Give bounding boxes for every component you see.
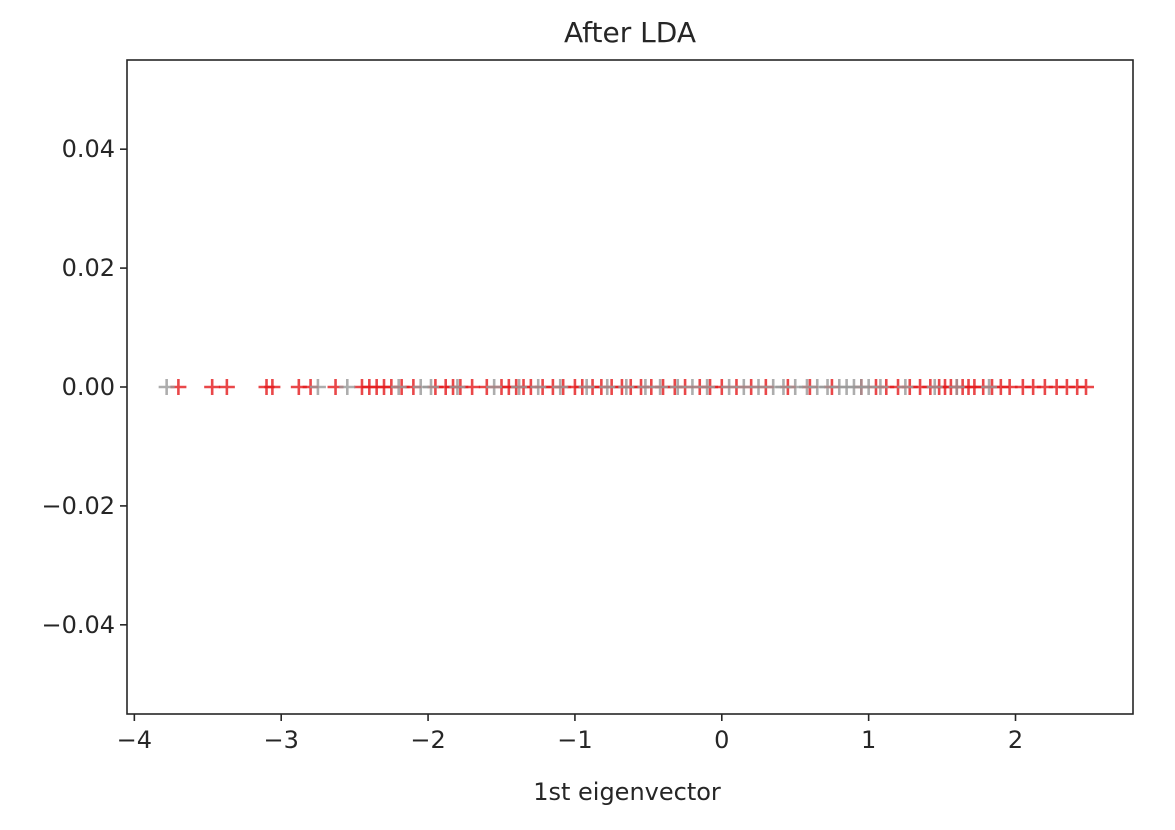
x-tick-label: 2 (1008, 726, 1023, 754)
scatter-point (218, 379, 235, 395)
scatter-point (684, 379, 701, 395)
scatter-point (981, 379, 998, 395)
scatter-point (735, 379, 752, 395)
x-tick-label: 1 (861, 726, 876, 754)
scatter-point (618, 379, 635, 395)
scatter-point (721, 379, 738, 395)
x-tick-label: −3 (264, 726, 299, 754)
x-tick-label: 0 (714, 726, 729, 754)
scatter-point (637, 379, 654, 395)
scatter-point (390, 379, 407, 395)
scatter-point (926, 379, 943, 395)
scatter-point (948, 379, 965, 395)
x-tick-label: −4 (117, 726, 152, 754)
x-tick-label: −2 (410, 726, 445, 754)
scatter-point (464, 379, 481, 395)
y-tick-label: 0.04 (62, 135, 115, 163)
scatter-point (486, 379, 503, 395)
scatter-point (750, 379, 767, 395)
scatter-point (339, 379, 356, 395)
y-axis: 0.04 0.02 0.00 −0.02 −0.04 (41, 135, 127, 639)
scatter-point (530, 379, 547, 395)
x-tick-label: −1 (557, 726, 592, 754)
scatter-point (872, 379, 889, 395)
scatter-point (449, 379, 466, 395)
scatter-point (1078, 379, 1095, 395)
scatter-point (511, 379, 528, 395)
scatter-point (309, 379, 326, 395)
scatter-point (652, 379, 669, 395)
data-points (158, 379, 1095, 395)
y-tick-label: −0.02 (41, 492, 115, 520)
y-tick-label: 0.02 (62, 254, 115, 282)
scatter-point (204, 379, 221, 395)
scatter-point (423, 379, 440, 395)
x-axis: −4 −3 −2 −1 0 1 2 (117, 714, 1023, 754)
y-tick-label: −0.04 (41, 611, 115, 639)
scatter-point (578, 379, 595, 395)
scatter-point (699, 379, 716, 395)
scatter-point (669, 379, 686, 395)
scatter-point (599, 379, 616, 395)
x-axis-label: 1st eigenvector (533, 778, 721, 806)
scatter-point (158, 379, 175, 395)
scatter-point (897, 379, 914, 395)
scatter-point (552, 379, 569, 395)
chart-title: After LDA (564, 16, 696, 49)
scatter-point (264, 379, 281, 395)
y-tick-label: 0.00 (62, 373, 115, 401)
